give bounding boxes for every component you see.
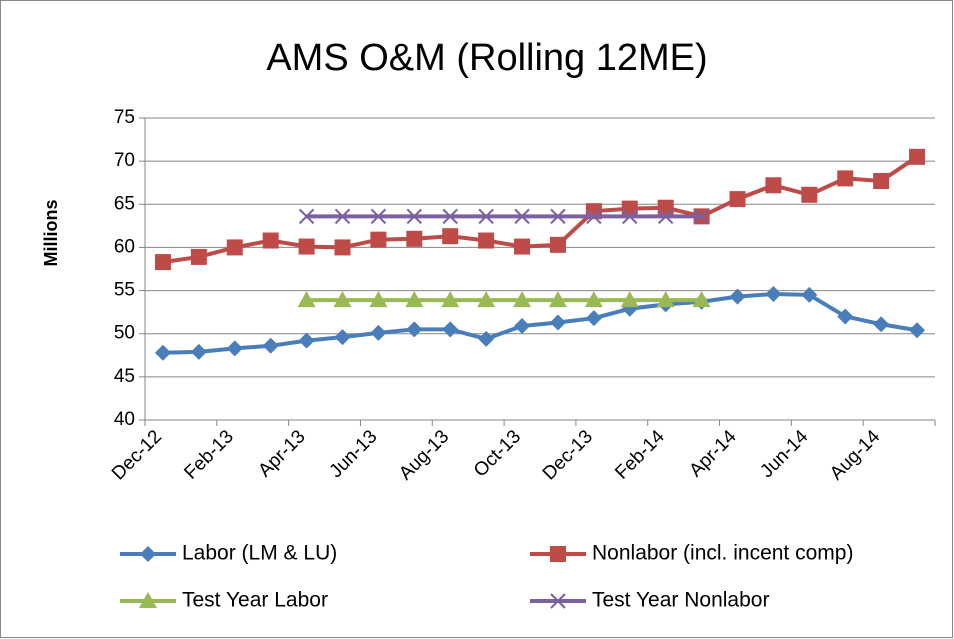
marker	[513, 291, 532, 308]
marker	[262, 337, 279, 354]
marker	[298, 208, 315, 225]
marker	[909, 148, 926, 165]
y-tick-label: 65	[114, 193, 135, 214]
marker	[405, 291, 424, 308]
marker	[333, 291, 352, 308]
marker	[477, 291, 496, 308]
marker	[549, 314, 566, 331]
marker	[620, 291, 639, 308]
marker	[657, 199, 674, 216]
series-line	[162, 155, 919, 265]
marker	[441, 291, 460, 308]
marker	[334, 208, 351, 225]
marker	[442, 208, 458, 225]
marker	[369, 291, 388, 308]
marker	[478, 208, 494, 225]
series-line	[162, 292, 918, 355]
marker	[370, 231, 387, 248]
marker	[550, 208, 566, 225]
y-tick-label: 55	[114, 280, 135, 301]
y-tick-label: 75	[114, 107, 135, 128]
marker	[586, 208, 602, 225]
marker	[837, 170, 854, 187]
marker	[298, 332, 315, 349]
chart-title: AMS O&M (Rolling 12ME)	[266, 37, 707, 79]
marker	[873, 316, 890, 333]
marker	[190, 248, 207, 265]
y-tick-label: 70	[114, 150, 135, 171]
marker	[801, 286, 818, 303]
marker	[154, 344, 171, 361]
marker	[154, 254, 171, 271]
marker	[585, 310, 602, 327]
marker	[550, 546, 566, 562]
y-tick-label: 60	[114, 236, 135, 257]
marker	[729, 288, 746, 305]
marker	[442, 321, 459, 338]
legend-label: Labor (LM & LU)	[182, 542, 337, 565]
marker	[657, 208, 674, 225]
marker	[478, 330, 495, 347]
marker	[406, 230, 423, 247]
marker	[190, 343, 207, 360]
marker	[692, 291, 711, 308]
marker	[406, 208, 423, 225]
marker	[262, 232, 279, 249]
marker	[584, 291, 603, 308]
marker	[370, 324, 387, 341]
marker	[765, 177, 782, 194]
marker	[549, 236, 566, 253]
marker	[406, 321, 423, 338]
marker	[909, 322, 926, 339]
marker	[298, 238, 315, 255]
y-axis-label: Millions	[41, 200, 61, 267]
marker	[514, 317, 531, 334]
marker	[693, 208, 710, 225]
marker	[550, 593, 566, 609]
marker	[334, 239, 351, 256]
marker	[514, 238, 531, 255]
legend-label: Test Year Labor	[182, 589, 328, 612]
marker	[297, 291, 316, 308]
marker	[873, 172, 890, 189]
marker	[729, 191, 746, 208]
marker	[226, 239, 243, 256]
y-tick-label: 45	[114, 366, 135, 387]
marker	[621, 200, 638, 217]
marker	[370, 208, 387, 225]
marker	[140, 546, 156, 562]
marker	[622, 208, 638, 225]
marker	[656, 291, 675, 308]
y-tick-label: 50	[114, 323, 135, 344]
legend-label: Test Year Nonlabor	[592, 589, 769, 612]
marker	[478, 232, 495, 249]
marker	[139, 592, 157, 608]
marker	[226, 340, 243, 357]
marker	[514, 208, 530, 225]
legend-label: Nonlabor (incl. incent comp)	[592, 542, 853, 565]
marker	[334, 329, 351, 346]
marker	[442, 228, 459, 245]
marker	[765, 286, 782, 303]
marker	[837, 308, 854, 325]
y-tick-label: 40	[114, 409, 135, 430]
marker	[548, 291, 567, 308]
marker	[801, 186, 818, 203]
